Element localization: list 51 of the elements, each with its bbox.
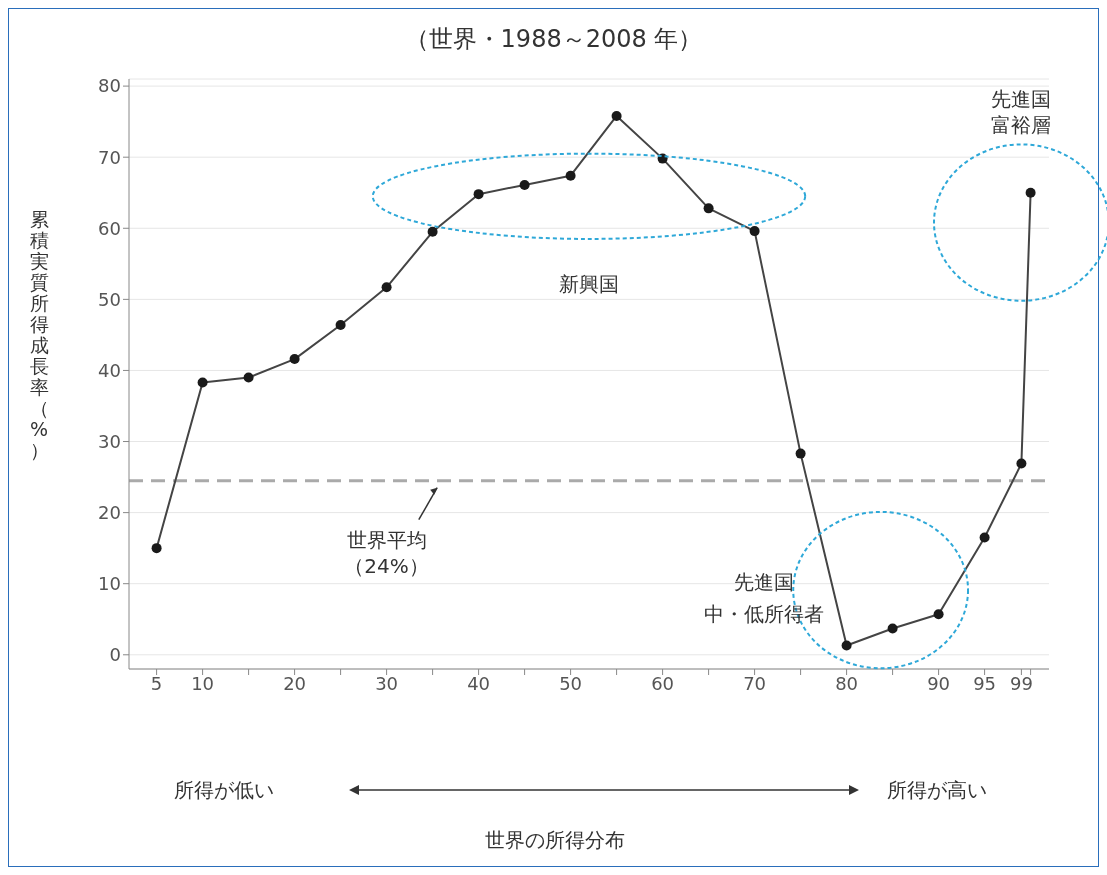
x-tick-label: 99 bbox=[1009, 672, 1033, 694]
point bbox=[1025, 187, 1036, 198]
point bbox=[289, 354, 300, 365]
text: 累積実質所得成長率（%） bbox=[29, 208, 49, 461]
x-tick-label: 95 bbox=[973, 672, 997, 694]
text: 所得が低い bbox=[174, 778, 274, 802]
y-tick-label: 0 bbox=[109, 644, 121, 666]
y-tick-label: 60 bbox=[98, 217, 121, 239]
point bbox=[1016, 458, 1027, 469]
x-tick-label: 5 bbox=[150, 672, 163, 694]
annotation: 先進国富裕層 bbox=[990, 86, 1053, 139]
x-tick-label: 50 bbox=[559, 672, 583, 694]
point bbox=[703, 203, 714, 214]
annotation: 新興国 bbox=[558, 270, 620, 297]
y-tick-label: 10 bbox=[98, 573, 121, 595]
annotation: 先進国 bbox=[732, 569, 795, 596]
x-tick-label: 30 bbox=[375, 672, 399, 694]
point bbox=[473, 189, 484, 200]
y-tick-label: 40 bbox=[98, 359, 121, 381]
y-tick-label: 80 bbox=[98, 75, 121, 97]
y-tick-label: 50 bbox=[98, 288, 121, 310]
text: 所得が高い bbox=[887, 778, 987, 802]
point bbox=[841, 640, 852, 651]
point bbox=[795, 448, 806, 459]
text: 世界の所得分布 bbox=[484, 828, 625, 852]
point bbox=[611, 110, 622, 121]
x-tick-label: 10 bbox=[191, 672, 215, 694]
point bbox=[427, 226, 438, 237]
ref-line-label: 世界平均（24%） bbox=[343, 526, 430, 579]
point bbox=[565, 170, 576, 181]
point bbox=[243, 372, 254, 383]
annotation: 中・低所得者 bbox=[702, 601, 825, 628]
point bbox=[197, 377, 208, 388]
point bbox=[381, 282, 392, 293]
point bbox=[887, 623, 898, 634]
x-tick-label: 90 bbox=[927, 672, 951, 694]
point bbox=[933, 609, 944, 620]
x-tick-label: 40 bbox=[467, 672, 491, 694]
point bbox=[151, 543, 162, 554]
x-tick-label: 20 bbox=[283, 672, 307, 694]
point bbox=[519, 179, 530, 190]
x-tick-label: 70 bbox=[743, 672, 767, 694]
y-tick-label: 20 bbox=[98, 502, 121, 523]
point bbox=[749, 226, 760, 237]
x-tick-label: 80 bbox=[835, 672, 859, 694]
x-tick-label: 60 bbox=[651, 672, 675, 694]
point bbox=[979, 532, 990, 543]
point bbox=[335, 319, 346, 330]
chart-title: （世界・1988～2008 年） bbox=[403, 24, 704, 55]
y-tick-label: 30 bbox=[98, 430, 121, 452]
y-tick-label: 70 bbox=[98, 146, 121, 168]
